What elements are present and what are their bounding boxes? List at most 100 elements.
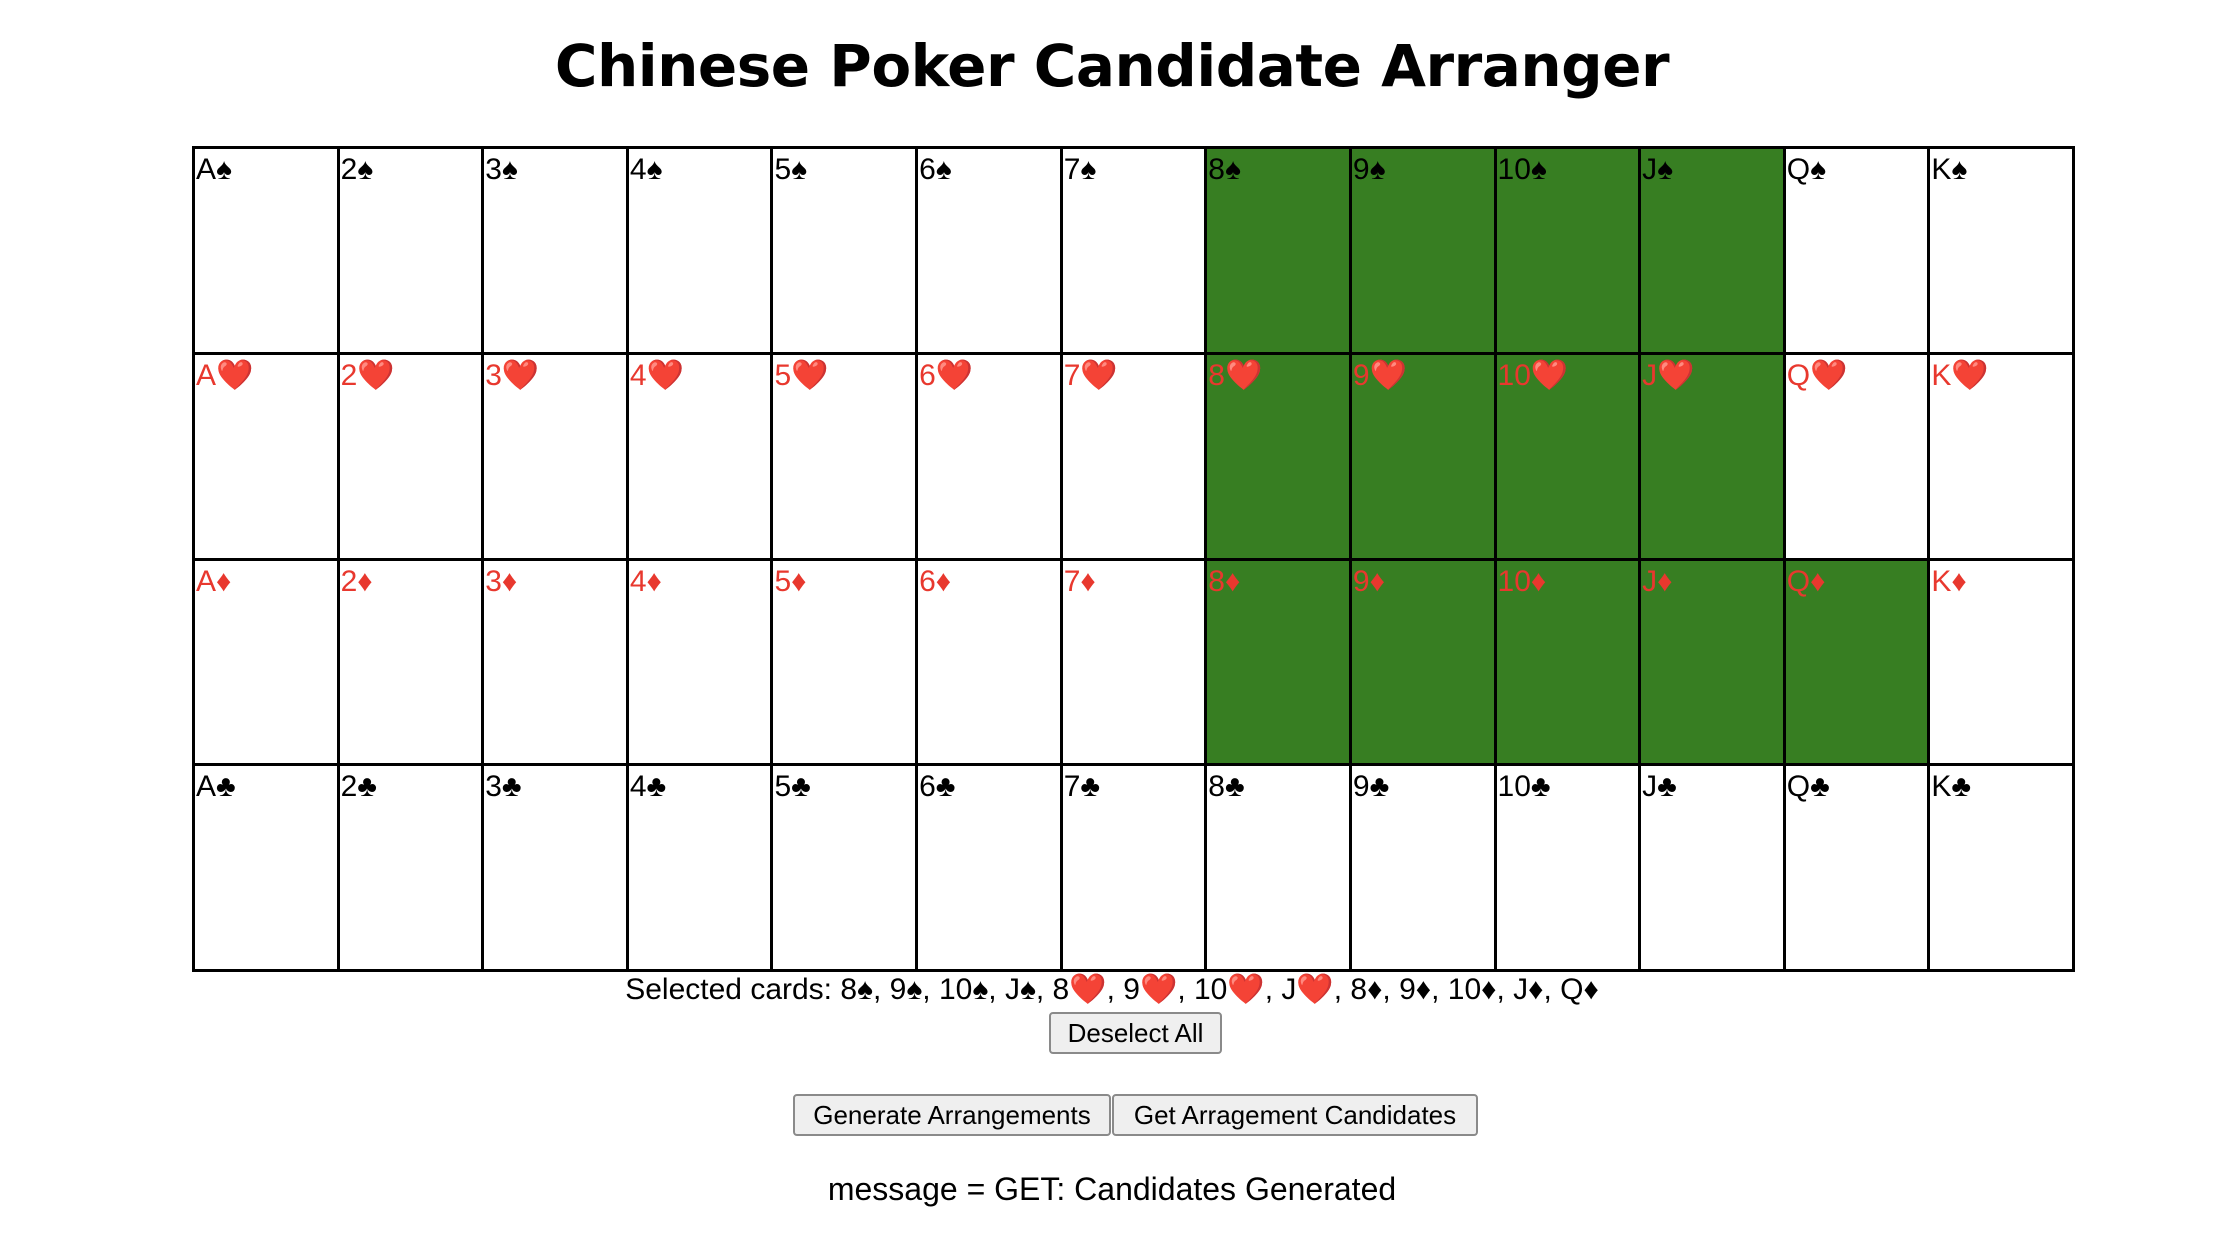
diamonds-suit-icon: ♦ [1951,564,1967,598]
card-k-diamonds[interactable]: K♦ [1930,560,2075,767]
get-arrangement-candidates-button[interactable]: Get Arragement Candidates [1112,1094,1478,1136]
card-4-spades[interactable]: 4♠ [628,149,774,355]
spades-suit-icon: ♠ [1951,153,1968,186]
hearts-suit-icon: ❤️ [1224,358,1263,392]
card-5-diamonds[interactable]: 5♦ [773,560,919,767]
card-4-clubs[interactable]: 4♣ [628,766,774,972]
card-6-diamonds[interactable]: 6♦ [918,560,1063,767]
selected-suit-icon: ♠ [972,973,989,1006]
selected-suit-icon: ❤️ [1227,973,1265,1006]
clubs-suit-icon: ♣ [216,770,236,804]
selected-suit-icon: ♠ [1019,973,1036,1006]
card-9-hearts[interactable]: 9❤️ [1351,354,1497,561]
spades-suit-icon: ♠ [357,153,374,186]
card-a-spades[interactable]: A♠ [195,149,340,355]
diamonds-suit-icon: ♦ [646,564,662,598]
card-6-clubs[interactable]: 6♣ [918,766,1063,972]
card-5-hearts[interactable]: 5❤️ [773,354,919,561]
card-rank: K [1931,153,1952,186]
card-9-diamonds[interactable]: 9♦ [1351,560,1497,767]
card-9-spades[interactable]: 9♠ [1351,149,1497,355]
spades-suit-icon: ♠ [216,153,232,186]
card-8-spades[interactable]: 8♠ [1207,149,1352,355]
deselect-all-button[interactable]: Deselect All [1049,1012,1222,1054]
card-j-hearts[interactable]: J❤️ [1641,354,1786,561]
card-10-spades[interactable]: 10♠ [1496,149,1642,355]
card-10-hearts[interactable]: 10❤️ [1496,354,1642,561]
card-7-spades[interactable]: 7♠ [1062,149,1208,355]
clubs-suit-icon: ♣ [1080,770,1101,804]
card-2-hearts[interactable]: 2❤️ [339,354,485,561]
hearts-suit-icon: ❤️ [1080,358,1118,392]
card-10-diamonds[interactable]: 10♦ [1496,560,1642,767]
card-3-hearts[interactable]: 3❤️ [484,354,629,561]
card-rank: 6 [919,770,936,804]
card-8-hearts[interactable]: 8❤️ [1207,354,1352,561]
generate-arrangements-button[interactable]: Generate Arrangements [793,1094,1111,1136]
card-3-diamonds[interactable]: 3♦ [484,560,629,767]
card-8-diamonds[interactable]: 8♦ [1207,560,1352,767]
spades-suit-icon: ♠ [1657,153,1674,186]
card-rank: 3 [485,770,502,804]
card-k-hearts[interactable]: K❤️ [1930,354,2075,561]
selected-suit-icon: ❤️ [1296,973,1334,1006]
card-rank: 8 [1208,564,1225,598]
card-9-clubs[interactable]: 9♣ [1351,766,1497,972]
card-q-clubs[interactable]: Q♣ [1785,766,1931,972]
card-6-hearts[interactable]: 6❤️ [918,354,1063,561]
card-a-clubs[interactable]: A♣ [195,766,340,972]
card-5-clubs[interactable]: 5♣ [773,766,919,972]
clubs-suit-icon: ♣ [357,770,377,804]
card-a-hearts[interactable]: A❤️ [195,354,340,561]
card-rank: 9 [1352,358,1370,392]
card-2-spades[interactable]: 2♠ [339,149,485,355]
card-10-clubs[interactable]: 10♣ [1496,766,1642,972]
card-k-clubs[interactable]: K♣ [1930,766,2075,972]
card-rank: 10 [1497,358,1531,392]
card-4-diamonds[interactable]: 4♦ [628,560,774,767]
selected-suit-icon: ❤️ [1069,973,1107,1006]
card-rank: 7 [1063,358,1081,392]
card-7-clubs[interactable]: 7♣ [1062,766,1208,972]
card-a-diamonds[interactable]: A♦ [195,560,340,767]
card-rank: 8 [1208,358,1225,392]
card-2-diamonds[interactable]: 2♦ [339,560,485,767]
card-5-spades[interactable]: 5♠ [773,149,919,355]
card-j-spades[interactable]: J♠ [1641,149,1786,355]
card-2-clubs[interactable]: 2♣ [339,766,485,972]
card-3-clubs[interactable]: 3♣ [484,766,629,972]
selected-card-entry: J❤️ [1281,973,1334,1006]
card-k-spades[interactable]: K♠ [1930,149,2075,355]
selected-card-entry: 8♠ [840,973,873,1006]
card-6-spades[interactable]: 6♠ [918,149,1063,355]
card-q-hearts[interactable]: Q❤️ [1785,354,1931,561]
selected-card-entry: J♦ [1513,973,1544,1006]
card-8-clubs[interactable]: 8♣ [1207,766,1352,972]
card-7-hearts[interactable]: 7❤️ [1062,354,1208,561]
hearts-suit-icon: ❤️ [1369,358,1407,392]
hearts-suit-icon: ❤️ [501,358,540,392]
card-rank: K [1931,770,1952,804]
clubs-suit-icon: ♣ [935,770,956,804]
card-rank: 5 [774,564,792,598]
card-7-diamonds[interactable]: 7♦ [1062,560,1208,767]
selected-suit-icon: ♠ [906,973,923,1006]
card-j-diamonds[interactable]: J♦ [1641,560,1786,767]
hearts-suit-icon: ❤️ [791,358,829,392]
diamonds-suit-icon: ♦ [357,564,373,598]
diamonds-suit-icon: ♦ [1810,564,1826,598]
spades-suit-icon: ♠ [1224,153,1241,186]
hearts-suit-icon: ❤️ [1951,358,1989,392]
card-4-hearts[interactable]: 4❤️ [628,354,774,561]
selected-cards-line: Selected cards: 8♠, 9♠, 10♠, J♠, 8❤️, 9❤… [0,972,2224,1008]
card-3-spades[interactable]: 3♠ [484,149,629,355]
status-message: message = GET: Candidates Generated [827,1171,1397,1207]
card-rank: 6 [919,153,936,186]
card-rank: 9 [1352,564,1370,598]
card-rank: Q [1786,564,1811,598]
card-q-spades[interactable]: Q♠ [1785,149,1931,355]
card-q-diamonds[interactable]: Q♦ [1785,560,1931,767]
clubs-suit-icon: ♣ [1657,770,1677,804]
card-j-clubs[interactable]: J♣ [1641,766,1786,972]
spades-suit-icon: ♠ [1810,153,1827,186]
